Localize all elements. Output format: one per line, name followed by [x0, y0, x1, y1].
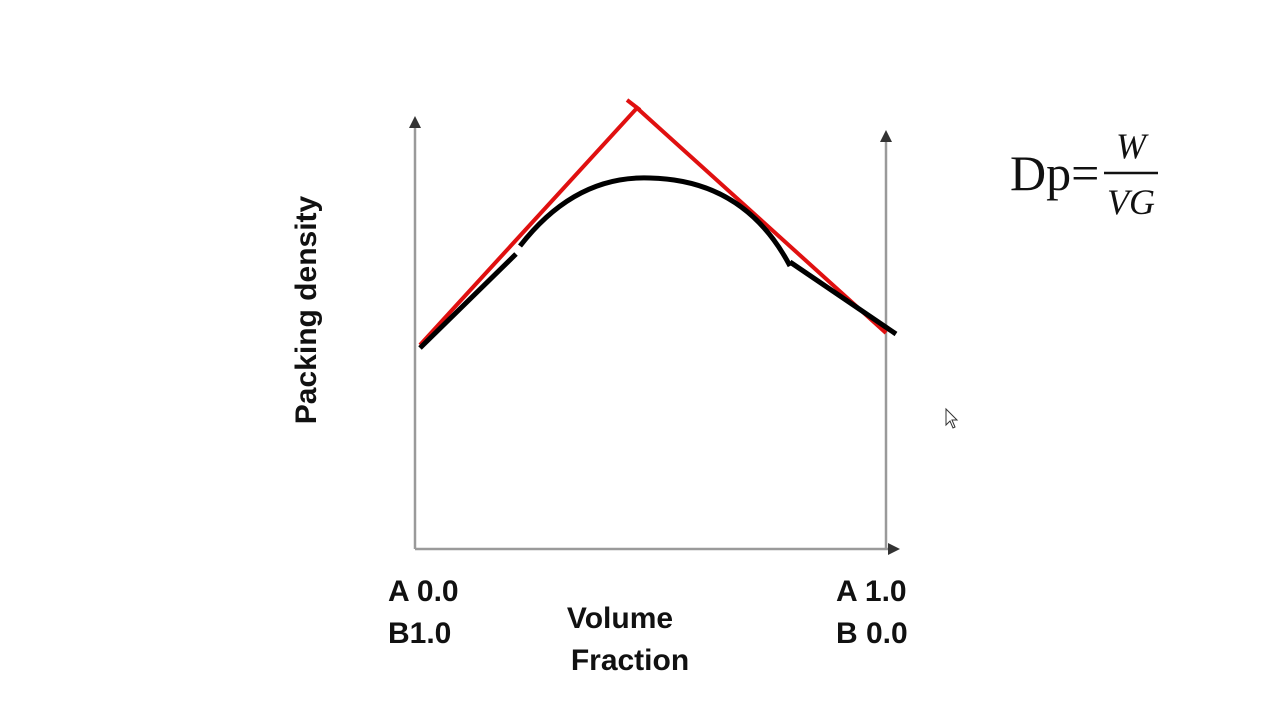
axes [409, 116, 900, 555]
arrowhead [409, 116, 421, 128]
right-end-label: A 1.0 [836, 575, 907, 608]
curve-segment [788, 259, 898, 337]
x-axis-label: Volume [567, 602, 673, 635]
formula-numerator: W [1116, 126, 1149, 166]
x-axis-label: Fraction [571, 644, 689, 677]
y-axis-label: Packing density [290, 195, 323, 424]
formula-lhs: Dp= [1010, 145, 1099, 201]
left-end-label: A 0.0 [388, 575, 459, 608]
ideal-line [625, 98, 642, 112]
curve-segment [518, 175, 793, 268]
diagram: Packing density A 0.0 B1.0 A 1.0 B 0.0 V… [290, 98, 908, 677]
actual-curve [418, 175, 898, 350]
left-end-label: B1.0 [388, 617, 451, 650]
formula: Dp= W VG [1010, 126, 1158, 222]
arrowhead [880, 130, 892, 142]
mouse-cursor [945, 407, 959, 429]
right-end-label: B 0.0 [836, 617, 908, 650]
formula-denominator: VG [1107, 182, 1155, 222]
arrowhead [888, 543, 900, 555]
curve-segment [418, 252, 518, 350]
